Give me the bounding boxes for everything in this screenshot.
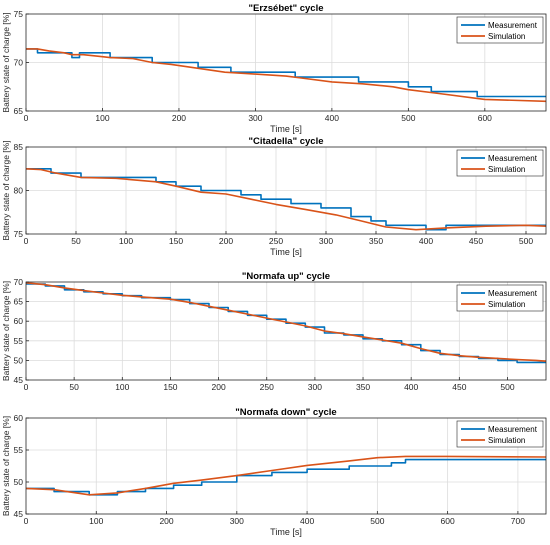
series-line-simulation [25,455,547,496]
series-line-simulation [25,282,547,362]
x-axis-label: Time [s] [270,527,302,537]
x-tick-label: 0 [24,382,29,392]
y-tick-label: 85 [14,142,24,152]
x-tick-label: 400 [419,236,433,246]
legend: Measurement Simulation [456,16,544,44]
y-tick-label: 65 [14,297,24,307]
x-tick-label: 100 [115,382,129,392]
x-tick-label: 100 [95,113,109,123]
legend-label-measurement: Measurement [488,289,538,298]
x-tick-label: 500 [370,516,384,526]
x-tick-label: 200 [172,113,186,123]
x-tick-label: 700 [511,516,525,526]
chart-panel-1: 0 100 200 300 400 500 600 65 70 75 "Erzsébet" cycl… [1,3,547,134]
y-tick-label: 70 [14,58,24,68]
x-tick-label: 400 [325,113,339,123]
x-tick-label: 200 [159,516,173,526]
x-tick-label: 300 [319,236,333,246]
x-tick-label: 450 [452,382,466,392]
legend-label-measurement: Measurement [488,21,538,30]
legend-box [456,420,544,448]
x-tick-label: 500 [519,236,533,246]
series-line-simulation [25,168,547,231]
x-tick-label: 400 [300,516,314,526]
legend-label-simulation: Simulation [488,165,525,174]
legend-label-simulation: Simulation [488,32,525,41]
y-tick-label: 65 [14,106,24,116]
x-tick-label: 200 [219,236,233,246]
y-tick-label: 60 [14,413,24,423]
x-tick-label: 250 [260,382,274,392]
x-tick-label: 300 [230,516,244,526]
y-tick-label: 45 [14,509,24,519]
series-line-measurement [26,168,546,231]
axes-box [25,281,547,381]
axes-box [25,417,547,515]
legend-label-simulation: Simulation [488,300,525,309]
x-axis-label: Time [s] [270,124,302,134]
y-tick-label: 70 [14,277,24,287]
x-tick-label: 0 [24,113,29,123]
x-tick-label: 400 [404,382,418,392]
y-axis-label: Battery state of charge [%] [1,416,11,516]
y-tick-label: 60 [14,316,24,326]
x-tick-label: 350 [369,236,383,246]
y-axis-label: Battery state of charge [%] [1,281,11,381]
legend-label-simulation: Simulation [488,436,525,445]
legend-label-measurement: Measurement [488,154,538,163]
legend-label-measurement: Measurement [488,425,538,434]
legend: Measurement Simulation [456,149,544,177]
y-tick-label: 50 [14,477,24,487]
chart-panel-4: 0 100 200 300 400 500 600 700 45 50 55 60 "Normafa d… [1,407,547,537]
x-tick-label: 150 [163,382,177,392]
x-tick-label: 100 [89,516,103,526]
x-tick-label: 600 [441,516,455,526]
x-tick-label: 500 [401,113,415,123]
x-tick-label: 600 [478,113,492,123]
x-tick-label: 200 [211,382,225,392]
y-axis-label: Battery state of charge [%] [1,12,11,112]
legend: Measurement Simulation [456,284,544,312]
chart-title: "Normafa down" cycle [235,407,336,418]
x-tick-label: 0 [24,236,29,246]
chart-title: "Erzsébet" cycle [248,3,323,14]
x-tick-label: 250 [269,236,283,246]
x-tick-label: 500 [500,382,514,392]
y-axis-label: Battery state of charge [%] [1,140,11,240]
x-tick-label: 50 [69,382,79,392]
series-line-measurement [26,48,546,98]
x-tick-label: 50 [71,236,81,246]
chart-panel-2: 0 50 100 150 200 250 300 350 400 450 500 75 80 85 "Cit… [1,136,547,257]
x-tick-label: 150 [169,236,183,246]
legend-box [456,284,544,312]
y-tick-label: 55 [14,445,24,455]
x-tick-label: 0 [24,516,29,526]
legend: Measurement Simulation [456,420,544,448]
y-tick-label: 50 [14,355,24,365]
x-tick-label: 100 [119,236,133,246]
legend-box [456,16,544,44]
chart-title: "Citadella" cycle [248,136,323,147]
y-tick-label: 80 [14,186,24,196]
x-tick-label: 350 [356,382,370,392]
x-axis-label: Time [s] [270,247,302,257]
y-tick-label: 75 [14,9,24,19]
x-tick-label: 300 [308,382,322,392]
y-tick-label: 45 [14,375,24,385]
series-line-simulation [26,48,547,103]
chart-title: "Normafa up" cycle [242,271,330,282]
legend-box [456,149,544,177]
y-tick-label: 75 [14,229,24,239]
x-tick-label: 300 [248,113,262,123]
chart-panel-3: 0 50 100 150 200 250 300 350 400 450 500 45 50 55 60 65… [1,271,547,392]
y-tick-label: 55 [14,336,24,346]
x-tick-label: 450 [469,236,483,246]
